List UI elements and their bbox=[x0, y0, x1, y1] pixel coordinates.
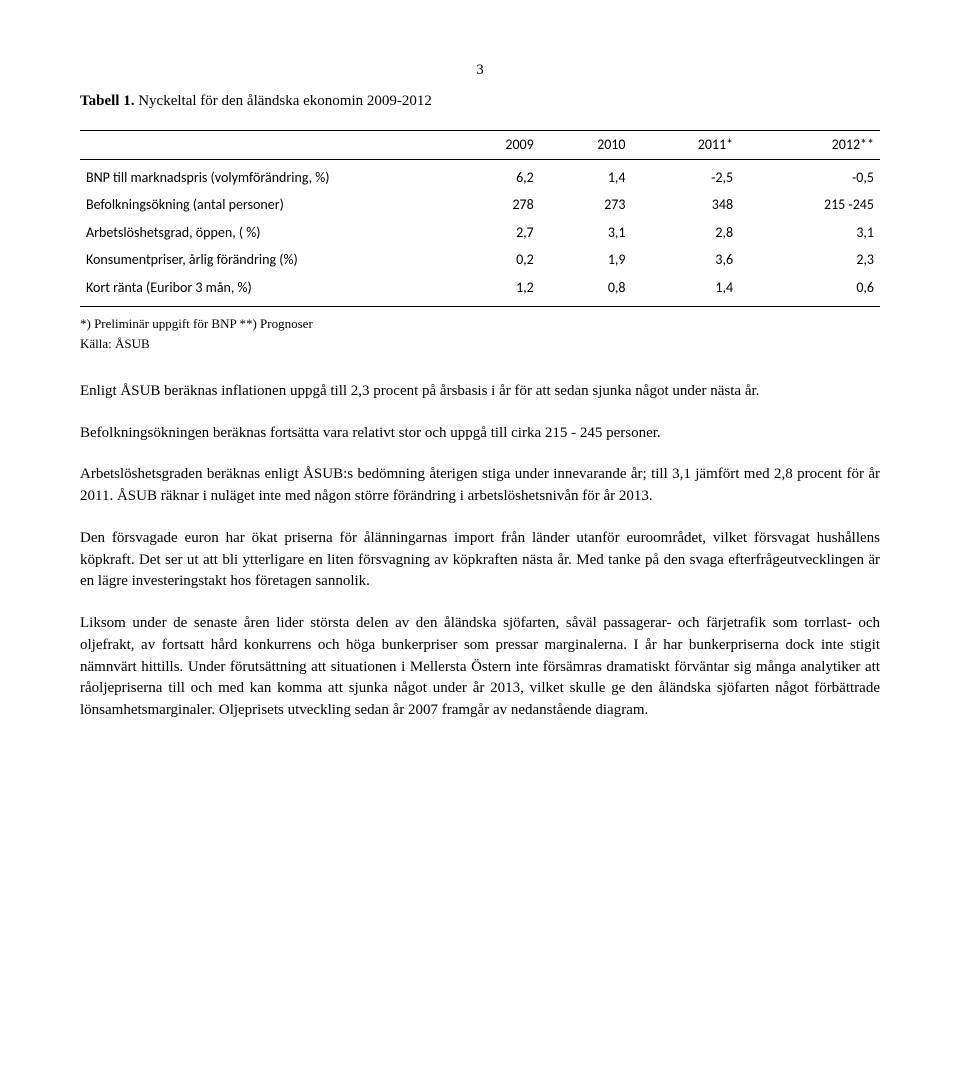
table-row: Arbetslöshetsgrad, öppen, ( %) 2,7 3,1 2… bbox=[80, 219, 880, 247]
cell: Kort ränta (Euribor 3 mån, %) bbox=[80, 274, 448, 306]
footnote-2: Källa: ÅSUB bbox=[80, 335, 880, 353]
cell: Konsumentpriser, årlig förändring (%) bbox=[80, 246, 448, 274]
cell: 2,7 bbox=[448, 219, 540, 247]
cell: 0,6 bbox=[739, 274, 880, 306]
data-table: 2009 2010 2011* 2012** BNP till marknads… bbox=[80, 130, 880, 307]
cell: 1,9 bbox=[540, 246, 632, 274]
table-caption: Tabell 1. Nyckeltal för den åländska eko… bbox=[80, 91, 880, 112]
paragraph: Liksom under de senaste åren lider störs… bbox=[80, 613, 880, 722]
cell: 2,3 bbox=[739, 246, 880, 274]
col-header: 2010 bbox=[540, 131, 632, 160]
cell: 215 -245 bbox=[739, 191, 880, 219]
col-header: 2009 bbox=[448, 131, 540, 160]
paragraph: Arbetslöshetsgraden beräknas enligt ÅSUB… bbox=[80, 464, 880, 508]
cell: 0,8 bbox=[540, 274, 632, 306]
cell: 278 bbox=[448, 191, 540, 219]
header-row: 2009 2010 2011* 2012** bbox=[80, 131, 880, 160]
paragraph: Den försvagade euron har ökat priserna f… bbox=[80, 528, 880, 593]
caption-rest: Nyckeltal för den åländska ekonomin 2009… bbox=[134, 93, 431, 109]
cell: -2,5 bbox=[632, 159, 740, 191]
paragraph: Enligt ÅSUB beräknas inflationen uppgå t… bbox=[80, 381, 880, 403]
cell: 3,6 bbox=[632, 246, 740, 274]
cell: Arbetslöshetsgrad, öppen, ( %) bbox=[80, 219, 448, 247]
cell: Befolkningsökning (antal personer) bbox=[80, 191, 448, 219]
cell: 1,4 bbox=[632, 274, 740, 306]
cell: 3,1 bbox=[540, 219, 632, 247]
table-row: BNP till marknadspris (volymförändring, … bbox=[80, 159, 880, 191]
col-header: 2011* bbox=[632, 131, 740, 160]
footnote-1: *) Preliminär uppgift för BNP **) Progno… bbox=[80, 315, 880, 333]
cell: 0,2 bbox=[448, 246, 540, 274]
cell: 273 bbox=[540, 191, 632, 219]
page-number: 3 bbox=[80, 60, 880, 81]
cell: 3,1 bbox=[739, 219, 880, 247]
col-header: 2012** bbox=[739, 131, 880, 160]
table-row: Kort ränta (Euribor 3 mån, %) 1,2 0,8 1,… bbox=[80, 274, 880, 306]
table-row: Konsumentpriser, årlig förändring (%) 0,… bbox=[80, 246, 880, 274]
paragraph: Befolkningsökningen beräknas fortsätta v… bbox=[80, 423, 880, 445]
cell: 2,8 bbox=[632, 219, 740, 247]
caption-bold: Tabell 1. bbox=[80, 93, 134, 109]
table-row: Befolkningsökning (antal personer) 278 2… bbox=[80, 191, 880, 219]
cell: 348 bbox=[632, 191, 740, 219]
cell: 1,4 bbox=[540, 159, 632, 191]
cell: 1,2 bbox=[448, 274, 540, 306]
col-header bbox=[80, 131, 448, 160]
cell: -0,5 bbox=[739, 159, 880, 191]
cell: 6,2 bbox=[448, 159, 540, 191]
body-text: Enligt ÅSUB beräknas inflationen uppgå t… bbox=[80, 381, 880, 722]
cell: BNP till marknadspris (volymförändring, … bbox=[80, 159, 448, 191]
